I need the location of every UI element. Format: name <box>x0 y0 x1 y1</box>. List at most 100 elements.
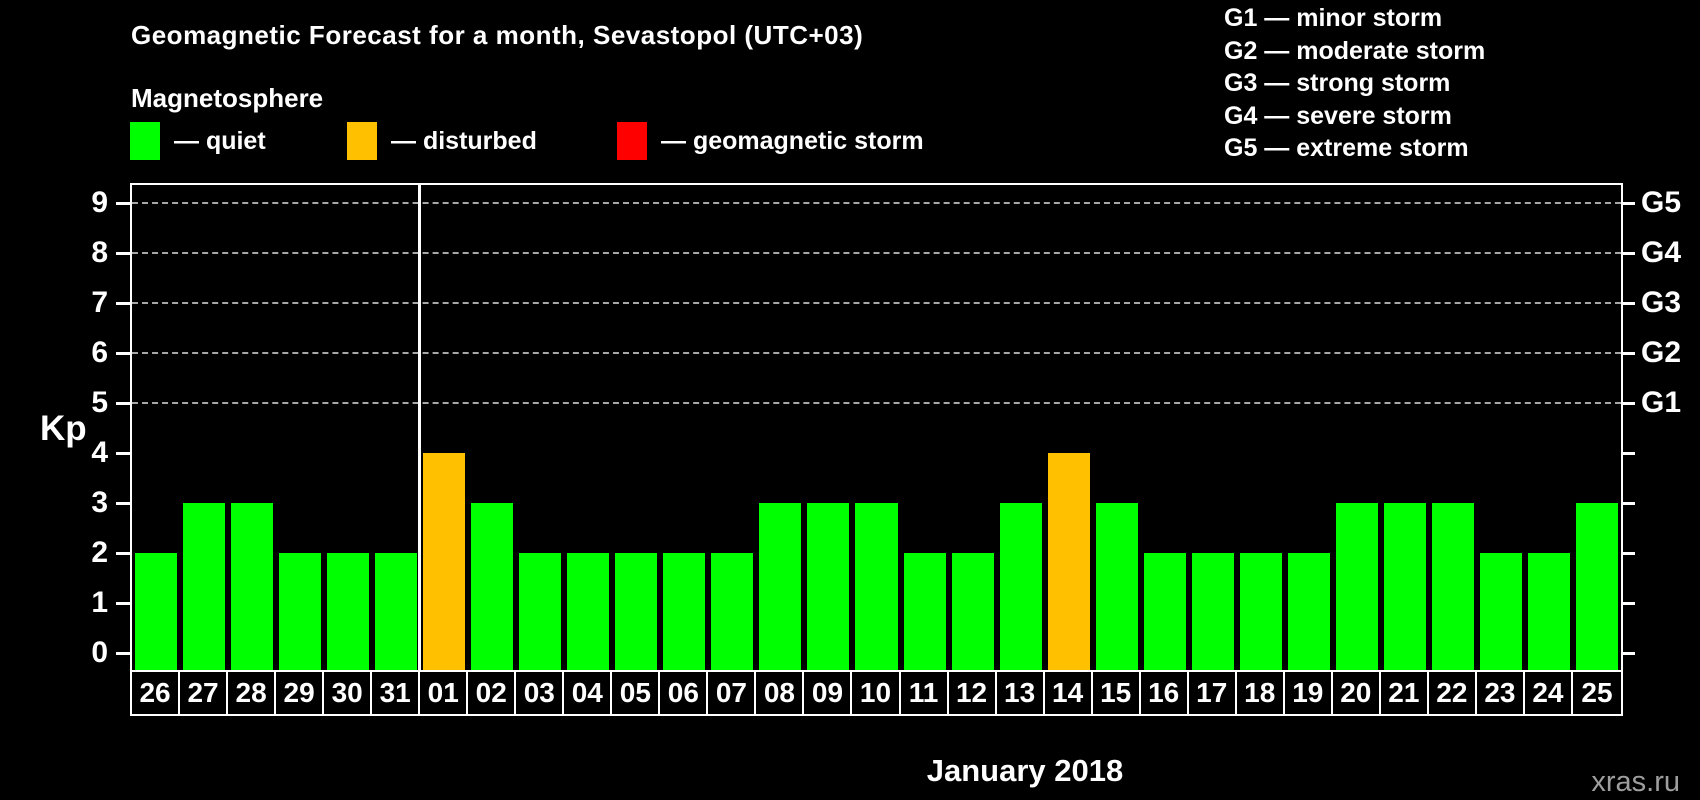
day-label-box: 28 <box>228 672 277 714</box>
day-label-box: 29 <box>276 672 325 714</box>
g-legend-line: G4 — severe storm <box>1224 101 1452 130</box>
kp-bar-day-03 <box>519 553 562 671</box>
kp-bar-day-11 <box>903 553 946 671</box>
kp-bar-day-17 <box>1191 553 1234 671</box>
y-axis-label: 2 <box>91 536 108 569</box>
kp-bar-day-29 <box>279 553 322 671</box>
g-legend-line: G3 — strong storm <box>1224 69 1451 97</box>
plot-area: 0 1 2 3 4 5 6 7 8 9 G1 G2 G3 G4 G5 <box>91 183 1681 671</box>
g-level-label: G5 <box>1641 186 1682 219</box>
day-label-box: 21 <box>1381 672 1429 714</box>
g-scale-legend: G1 — minor storm G2 — moderate storm G3 … <box>1224 2 1485 165</box>
watermark: xras.ru <box>1591 766 1680 798</box>
storm-color-swatch <box>617 122 647 160</box>
right-axis-tick <box>1623 202 1635 205</box>
y-axis-tick <box>116 452 130 455</box>
right-axis-tick <box>1623 302 1635 305</box>
day-label-box: 13 <box>997 672 1045 714</box>
kp-bar-day-15 <box>1095 503 1138 671</box>
kp-bar-day-24 <box>1527 553 1570 671</box>
y-axis-label: 7 <box>91 286 108 319</box>
day-label-box: 22 <box>1429 672 1477 714</box>
day-label-box: 05 <box>612 672 661 714</box>
kp-bar-day-02 <box>471 503 514 671</box>
day-label-box: 03 <box>516 672 565 714</box>
y-axis-tick <box>116 202 130 205</box>
day-label-box: 04 <box>564 672 613 714</box>
kp-bar-day-27 <box>183 503 226 671</box>
kp-bar-day-22 <box>1431 503 1474 671</box>
legend-item-label: — disturbed <box>391 126 537 155</box>
y-axis-label: 6 <box>91 336 108 369</box>
right-axis-tick <box>1623 352 1635 355</box>
y-axis-tick <box>116 252 130 255</box>
g-level-label: G2 <box>1641 336 1682 369</box>
g-legend-line: G1 — minor storm <box>1224 4 1443 32</box>
day-label-box: 14 <box>1045 672 1093 714</box>
day-label-box: 19 <box>1285 672 1333 714</box>
kp-bar-day-28 <box>231 503 274 671</box>
kp-bar-day-12 <box>951 553 994 671</box>
y-axis-title: Kp <box>40 409 87 448</box>
legend-item-storm: — geomagnetic storm <box>617 122 924 160</box>
day-label-box: 06 <box>660 672 709 714</box>
day-label-box: 07 <box>708 672 757 714</box>
gridline-kp8 <box>132 252 1621 254</box>
right-axis-tick <box>1623 252 1635 255</box>
g-legend-line: G2 — moderate storm <box>1224 36 1486 65</box>
legend-item-label: — geomagnetic storm <box>661 126 924 155</box>
kp-bar-day-04 <box>567 553 610 671</box>
kp-bar-day-08 <box>759 503 802 671</box>
gridline-kp7 <box>132 302 1621 304</box>
y-axis-label: 5 <box>91 386 108 419</box>
day-label-box: 12 <box>949 672 997 714</box>
chart-title: Geomagnetic Forecast for a month, Sevast… <box>131 20 864 50</box>
g-level-label: G3 <box>1641 286 1682 319</box>
x-axis-day-labels: 26 27 28 29 30 31 01 02 03 04 05 06 07 08 09 10 11 12 13 14… <box>130 670 1623 716</box>
right-axis-tick <box>1623 552 1635 555</box>
g-level-label: G1 <box>1641 386 1682 419</box>
kp-bar-day-14 <box>1047 453 1090 671</box>
kp-bar-day-25 <box>1575 503 1618 671</box>
kp-bar-day-20 <box>1335 503 1378 671</box>
legend-item-label: — quiet <box>174 126 266 155</box>
kp-bar-day-05 <box>615 553 658 671</box>
day-label-box: 10 <box>852 672 901 714</box>
y-axis-label: 9 <box>91 186 108 219</box>
legend-title: Magnetosphere <box>131 83 324 113</box>
kp-bar-day-09 <box>807 503 850 671</box>
y-axis-tick <box>116 552 130 555</box>
day-label-box: 26 <box>132 672 181 714</box>
kp-bar-day-19 <box>1287 553 1330 671</box>
day-label-box: 11 <box>901 672 949 714</box>
legend-item-disturbed: — disturbed <box>347 122 537 160</box>
kp-bar-day-06 <box>663 553 706 671</box>
day-label-box: 02 <box>468 672 517 714</box>
kp-bar-day-30 <box>327 553 370 671</box>
y-axis-tick <box>116 502 130 505</box>
right-axis-tick <box>1623 452 1635 455</box>
kp-bar-day-10 <box>855 503 898 671</box>
y-axis-label: 8 <box>91 236 108 269</box>
g-level-label: G4 <box>1641 236 1682 269</box>
right-axis-tick <box>1623 502 1635 505</box>
g-legend-line: G5 — extreme storm <box>1224 134 1469 162</box>
day-label-box: 08 <box>756 672 805 714</box>
kp-bar-day-13 <box>999 503 1042 671</box>
y-axis-label: 4 <box>91 436 108 469</box>
day-label-box: 23 <box>1477 672 1525 714</box>
gridline-kp5 <box>132 402 1621 404</box>
kp-bar-day-01 <box>423 453 466 671</box>
y-axis-tick <box>116 302 130 305</box>
kp-bar-day-23 <box>1479 553 1522 671</box>
day-label-box: 16 <box>1141 672 1189 714</box>
y-axis-tick <box>116 402 130 405</box>
day-label-box: 17 <box>1189 672 1237 714</box>
kp-bar-day-26 <box>135 553 178 671</box>
quiet-color-swatch <box>130 122 160 160</box>
day-label-box: 24 <box>1525 672 1573 714</box>
day-label-box: 18 <box>1237 672 1285 714</box>
y-axis-label: 3 <box>91 486 108 519</box>
kp-bar-day-31 <box>375 553 418 671</box>
